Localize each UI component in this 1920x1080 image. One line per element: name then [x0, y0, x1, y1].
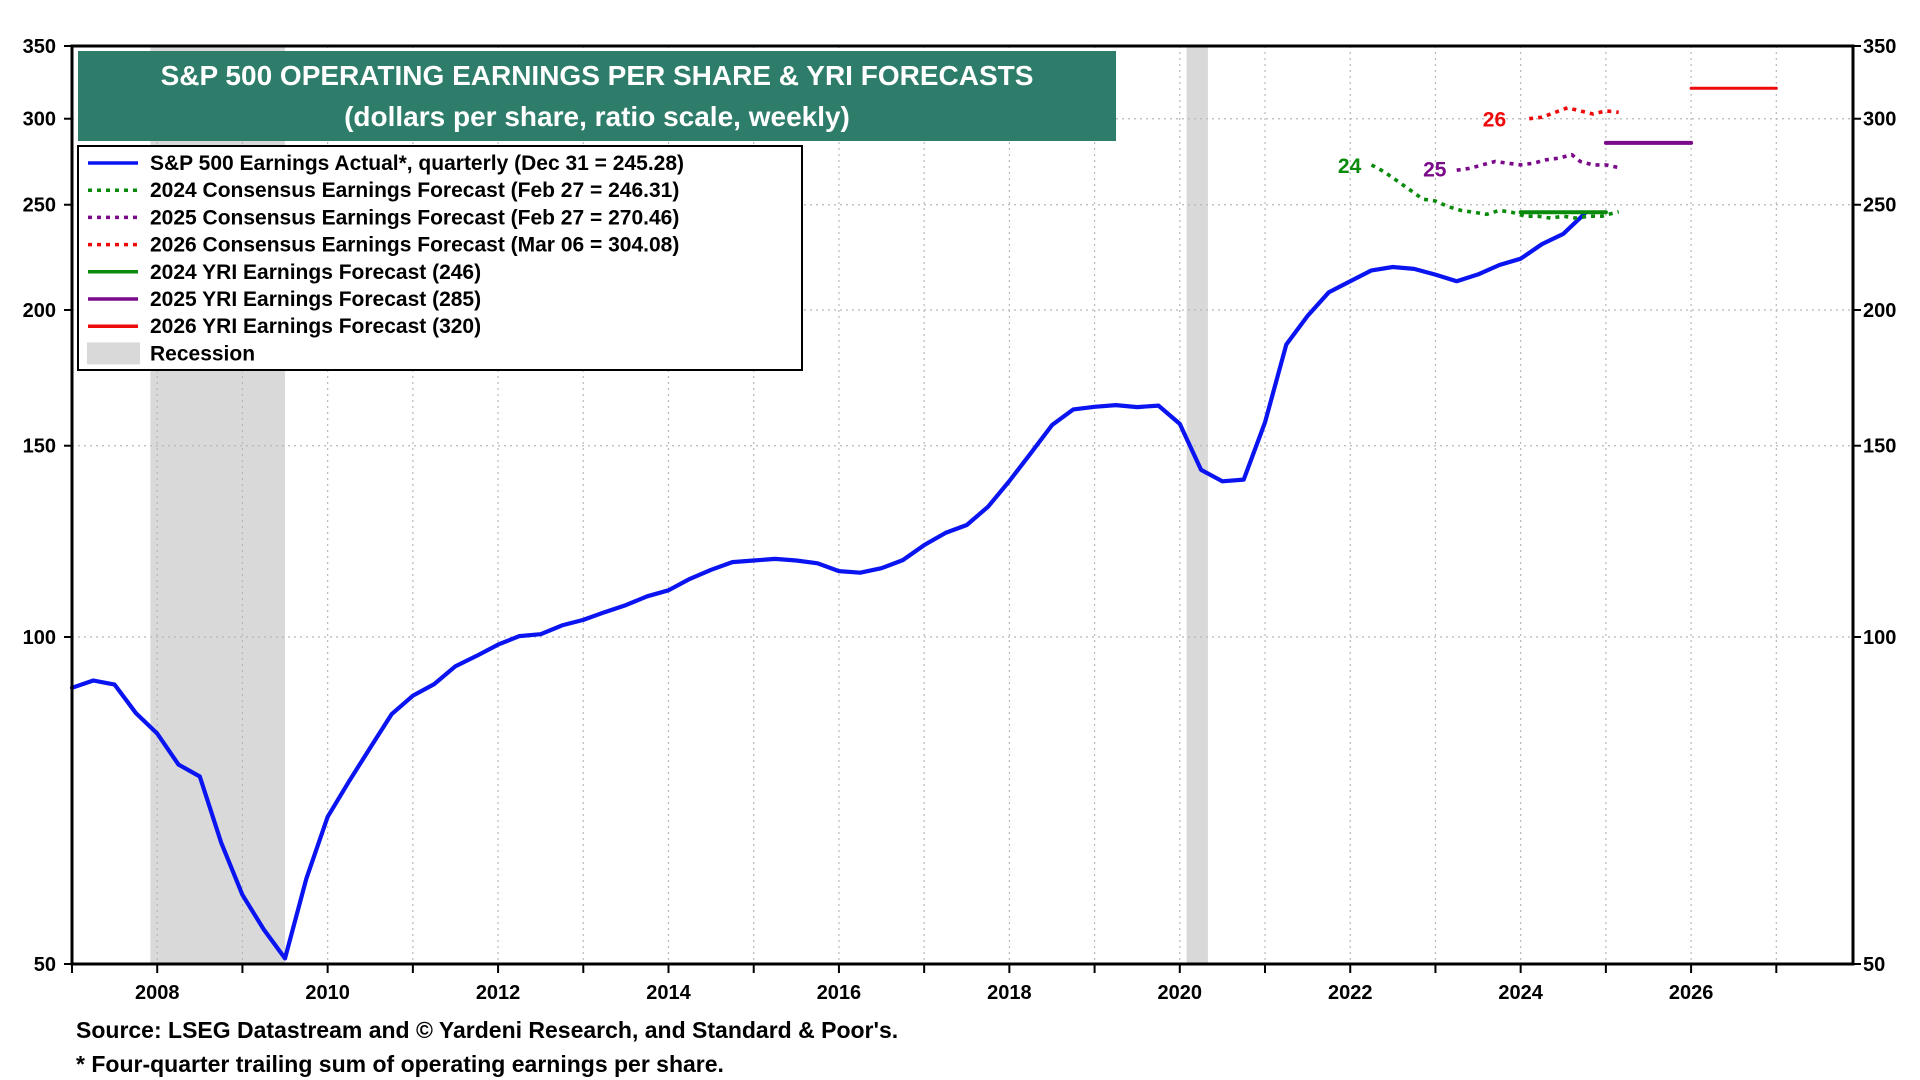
x-tick-label: 2008	[135, 982, 180, 1004]
y-tick-label-left: 300	[23, 109, 56, 131]
y-tick-label-right: 100	[1863, 627, 1896, 649]
legend-label: S&P 500 Earnings Actual*, quarterly (Dec…	[150, 152, 684, 175]
legend-label: 2025 YRI Earnings Forecast (285)	[150, 288, 481, 311]
legend-label: 2025 Consensus Earnings Forecast (Feb 27…	[150, 206, 679, 229]
y-tick-label-left: 150	[23, 436, 56, 458]
x-tick-label: 2014	[646, 982, 691, 1004]
y-tick-label-right: 300	[1863, 109, 1896, 131]
x-tick-label: 2018	[987, 982, 1032, 1004]
y-tick-label-right: 250	[1863, 195, 1896, 217]
y-tick-label-left: 200	[23, 300, 56, 322]
legend-box	[77, 145, 803, 371]
y-tick-label-right: 50	[1863, 954, 1885, 976]
footnote: * Four-quarter trailing sum of operating…	[76, 1051, 724, 1077]
x-tick-label: 2026	[1669, 982, 1714, 1004]
series-annotation: 24	[1338, 155, 1362, 178]
legend-label: 2026 YRI Earnings Forecast (320)	[150, 315, 481, 338]
legend-label: 2024 YRI Earnings Forecast (246)	[150, 261, 481, 284]
source-note: Source: LSEG Datastream and © Yardeni Re…	[76, 1017, 899, 1043]
legend-label: Recession	[150, 342, 255, 365]
legend-label: 2024 Consensus Earnings Forecast (Feb 27…	[150, 179, 679, 202]
y-tick-label-left: 350	[23, 36, 56, 58]
chart-subtitle: (dollars per share, ratio scale, weekly)	[344, 101, 850, 132]
x-tick-label: 2016	[817, 982, 862, 1004]
x-tick-label: 2012	[476, 982, 521, 1004]
y-tick-label-left: 50	[34, 954, 56, 976]
chart-title: S&P 500 OPERATING EARNINGS PER SHARE & Y…	[161, 60, 1034, 91]
x-tick-label: 2024	[1498, 982, 1543, 1004]
y-tick-label-left: 100	[23, 627, 56, 649]
title-box	[78, 51, 1116, 141]
series-annotation: 26	[1483, 109, 1506, 132]
series-line-c2026	[1528, 106, 1619, 121]
x-tick-label: 2022	[1328, 982, 1373, 1004]
series-annotation: 25	[1423, 158, 1447, 181]
y-tick-label-right: 350	[1863, 36, 1896, 58]
y-tick-label-right: 150	[1863, 436, 1896, 458]
legend-label: 2026 Consensus Earnings Forecast (Mar 06…	[150, 234, 679, 257]
recession-band	[1186, 46, 1208, 964]
series-line-c2024	[1370, 163, 1620, 220]
y-tick-label-left: 250	[23, 195, 56, 217]
y-tick-label-right: 200	[1863, 300, 1896, 322]
legend-swatch	[87, 342, 140, 365]
x-tick-label: 2010	[305, 982, 350, 1004]
series-line-actual	[69, 211, 1587, 961]
x-tick-label: 2020	[1158, 982, 1203, 1004]
plot-frame	[70, 44, 1855, 966]
series-line-c2025	[1456, 152, 1620, 172]
